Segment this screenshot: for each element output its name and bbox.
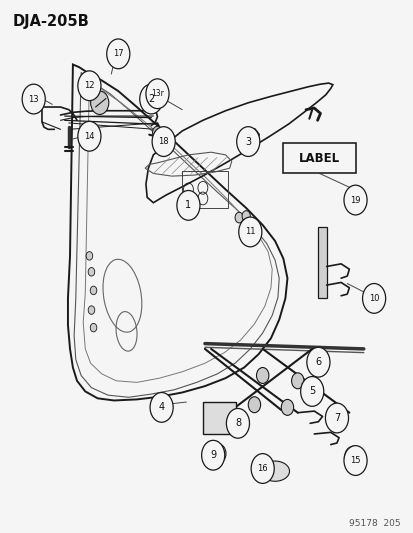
Circle shape bbox=[140, 84, 162, 114]
Circle shape bbox=[88, 306, 95, 314]
Circle shape bbox=[248, 397, 260, 413]
Circle shape bbox=[211, 444, 225, 463]
Circle shape bbox=[235, 212, 243, 223]
Text: 8: 8 bbox=[234, 418, 240, 429]
Circle shape bbox=[344, 446, 362, 470]
Text: 7: 7 bbox=[333, 413, 339, 423]
Text: 11: 11 bbox=[244, 228, 255, 237]
Text: 13r: 13r bbox=[151, 89, 164, 98]
Circle shape bbox=[256, 368, 268, 383]
Circle shape bbox=[201, 440, 224, 470]
Circle shape bbox=[145, 79, 169, 109]
Circle shape bbox=[238, 217, 261, 247]
Text: 15: 15 bbox=[349, 456, 360, 465]
Polygon shape bbox=[202, 402, 235, 434]
Ellipse shape bbox=[260, 461, 289, 481]
Text: 19: 19 bbox=[349, 196, 360, 205]
Text: DJA-205B: DJA-205B bbox=[13, 14, 90, 29]
Text: 17: 17 bbox=[113, 50, 123, 58]
Circle shape bbox=[90, 286, 97, 295]
Text: 95178  205: 95178 205 bbox=[349, 519, 400, 528]
Circle shape bbox=[362, 284, 385, 313]
Bar bbox=[182, 171, 227, 208]
Text: 12: 12 bbox=[84, 81, 95, 90]
Circle shape bbox=[86, 252, 93, 260]
Text: 2: 2 bbox=[148, 94, 154, 104]
Circle shape bbox=[107, 39, 130, 69]
Circle shape bbox=[78, 71, 101, 101]
Text: 3: 3 bbox=[244, 136, 251, 147]
Text: 14: 14 bbox=[84, 132, 95, 141]
Text: 4: 4 bbox=[158, 402, 164, 413]
Circle shape bbox=[22, 84, 45, 114]
Circle shape bbox=[251, 454, 273, 483]
Text: 6: 6 bbox=[315, 357, 320, 367]
Circle shape bbox=[325, 403, 348, 433]
Circle shape bbox=[152, 127, 175, 157]
Circle shape bbox=[90, 324, 97, 332]
Circle shape bbox=[343, 446, 366, 475]
Text: 5: 5 bbox=[309, 386, 315, 397]
Circle shape bbox=[152, 126, 162, 139]
Text: 16: 16 bbox=[257, 464, 267, 473]
Circle shape bbox=[90, 91, 109, 115]
Circle shape bbox=[280, 399, 293, 415]
Circle shape bbox=[306, 348, 329, 377]
Text: 9: 9 bbox=[210, 450, 216, 460]
Circle shape bbox=[150, 392, 173, 422]
Text: 10: 10 bbox=[368, 294, 378, 303]
Circle shape bbox=[88, 268, 95, 276]
Circle shape bbox=[176, 190, 199, 220]
Circle shape bbox=[343, 185, 366, 215]
Text: 13: 13 bbox=[28, 94, 39, 103]
Circle shape bbox=[300, 376, 323, 406]
Text: LABEL: LABEL bbox=[298, 151, 339, 165]
Text: 1: 1 bbox=[185, 200, 191, 211]
Polygon shape bbox=[318, 227, 326, 298]
Circle shape bbox=[226, 408, 249, 438]
Circle shape bbox=[78, 122, 101, 151]
Text: 18: 18 bbox=[158, 137, 169, 146]
Circle shape bbox=[291, 373, 303, 389]
Circle shape bbox=[236, 127, 259, 157]
Circle shape bbox=[242, 211, 250, 221]
Bar bbox=[282, 143, 355, 173]
